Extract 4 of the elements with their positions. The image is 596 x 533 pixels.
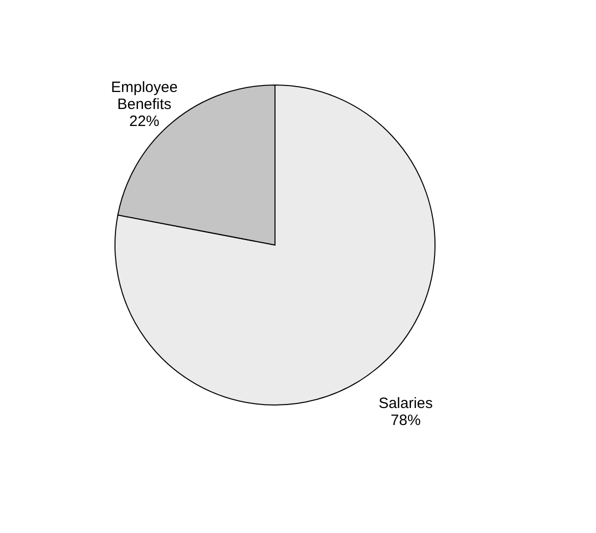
- data-label: 78%: [390, 412, 421, 429]
- slice-label: Salaries: [378, 394, 433, 412]
- data-label: 22%: [129, 113, 160, 130]
- slice-label: Employee Benefits: [110, 79, 178, 114]
